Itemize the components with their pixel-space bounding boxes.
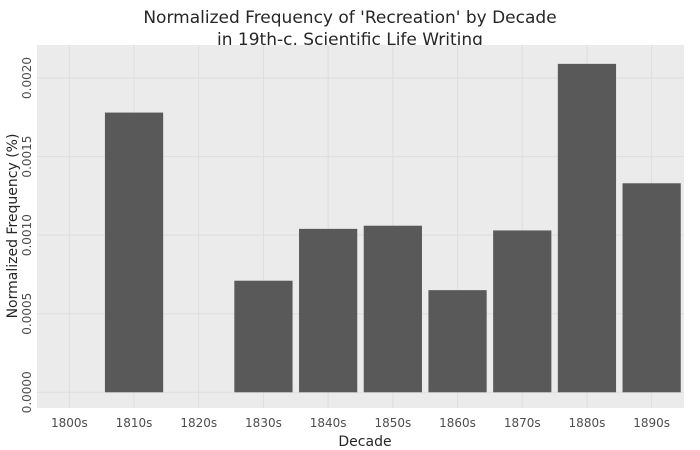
y-tick-label: 0.0015 xyxy=(20,136,34,178)
bar-1840s xyxy=(299,228,358,393)
bar-1890s xyxy=(622,183,681,393)
x-tick-label: 1840s xyxy=(310,416,347,430)
x-tick-label: 1870s xyxy=(504,416,541,430)
bar-1830s xyxy=(234,280,293,393)
x-tick-label: 1820s xyxy=(180,416,217,430)
y-tick-labels: 0.0000 0.0005 0.0010 0.0015 0.0020 xyxy=(20,57,34,413)
x-tick-label: 1880s xyxy=(569,416,606,430)
y-tick-label: 0.0000 xyxy=(20,371,34,413)
bar-1870s xyxy=(493,230,552,393)
y-tick-label: 0.0020 xyxy=(20,57,34,99)
x-tick-label: 1860s xyxy=(439,416,476,430)
x-tick-label: 1850s xyxy=(374,416,411,430)
bar-1850s xyxy=(363,225,422,393)
x-tick-label: 1810s xyxy=(116,416,153,430)
bar-1810s xyxy=(104,112,164,393)
bar-1860s xyxy=(428,290,487,393)
x-tick-label: 1890s xyxy=(633,416,670,430)
x-tick-labels: 1800s 1810s 1820s 1830s 1840s 1850s 1860s 1870s… xyxy=(51,416,670,430)
bars xyxy=(104,63,681,393)
bar-1880s xyxy=(557,63,617,393)
y-tick-label: 0.0005 xyxy=(20,293,34,335)
y-axis-title: Normalized Frequency (%) xyxy=(5,134,21,319)
chart-title-line-1: Normalized Frequency of 'Recreation' by … xyxy=(143,8,556,28)
x-tick-label: 1800s xyxy=(51,416,88,430)
x-tick-label: 1830s xyxy=(245,416,282,430)
y-tick-label: 0.0010 xyxy=(20,214,34,256)
x-axis-title: Decade xyxy=(338,434,391,450)
